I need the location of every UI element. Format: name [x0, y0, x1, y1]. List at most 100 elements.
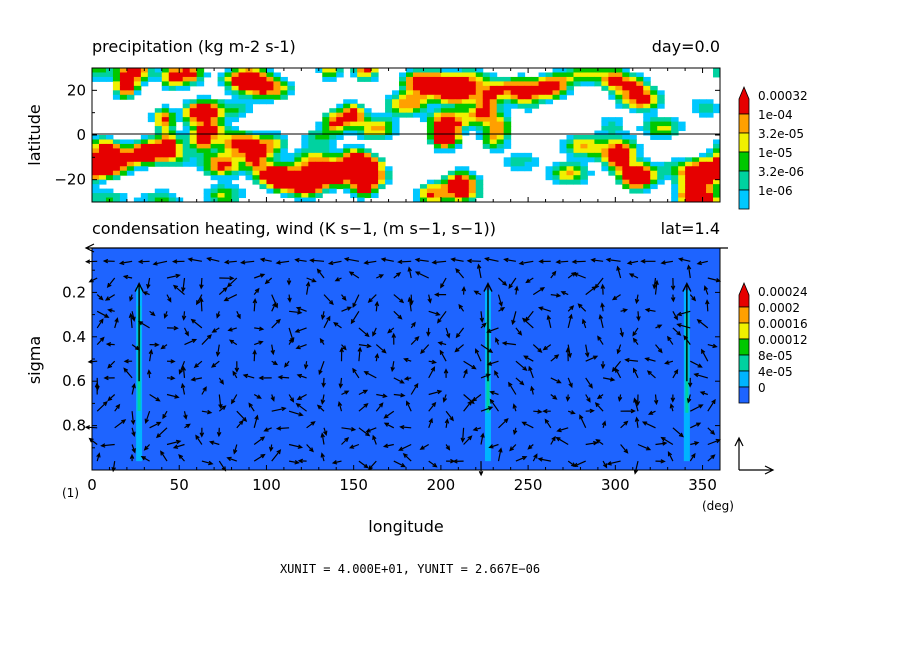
wind-arrow	[236, 410, 248, 422]
wind-arrow	[288, 394, 295, 403]
precip-cell	[168, 112, 177, 118]
heating-panel: condensation heating, wind (K s−1, (m s−…	[25, 219, 808, 536]
precip-cell	[203, 152, 212, 158]
precip-cell	[238, 76, 247, 82]
wind-arrow	[218, 377, 224, 385]
precip-cell	[475, 72, 484, 78]
precip-cell	[196, 143, 205, 149]
wind-arrow	[620, 408, 636, 414]
precip-cell	[573, 139, 581, 145]
precip-cell	[531, 161, 540, 167]
wind-arrow	[393, 377, 405, 384]
precip-cell	[364, 188, 372, 194]
precip-cell	[678, 157, 686, 163]
precip-cell	[364, 148, 372, 154]
precip-cell	[105, 152, 114, 158]
precip-cell	[329, 108, 337, 114]
precip-cell	[203, 99, 212, 105]
heating-ytick-label: 0.8	[62, 417, 86, 435]
precip-cell	[685, 197, 693, 203]
precip-cell	[671, 175, 679, 181]
precip-cell	[259, 81, 267, 87]
wind-arrow	[181, 311, 187, 321]
wind-arrow	[660, 260, 673, 265]
wind-arrow	[375, 402, 384, 412]
precip-cell	[161, 152, 170, 158]
wind-arrow	[596, 394, 604, 400]
precip-cell	[706, 103, 714, 109]
heating-colorbar-label: 0	[758, 381, 766, 395]
precip-cell	[252, 170, 260, 176]
precip-cell	[259, 99, 267, 105]
precip-cell	[252, 72, 260, 78]
precip-cell	[266, 157, 274, 163]
precip-cell	[196, 148, 205, 154]
precip-cell	[294, 148, 302, 154]
wind-arrow	[123, 367, 133, 379]
precip-cell	[273, 157, 281, 163]
precip-cell	[440, 130, 449, 136]
precip-cell	[238, 152, 247, 158]
precip-cell	[692, 108, 700, 114]
wind-arrow	[512, 403, 517, 412]
precip-colorbar-label: 1e-05	[758, 146, 793, 160]
precip-cell	[713, 143, 721, 149]
precip-cell	[301, 152, 309, 158]
precip-cell	[657, 117, 665, 123]
precip-cell	[161, 135, 170, 140]
precip-cell	[615, 179, 623, 185]
precip-cell	[371, 76, 379, 82]
wind-arrow	[439, 349, 447, 362]
precip-cell	[510, 90, 519, 96]
precip-cell	[189, 148, 198, 154]
precip-cell	[601, 81, 609, 87]
wind-arrow	[271, 449, 282, 462]
precip-cell	[615, 76, 623, 82]
precip-cell	[713, 108, 721, 114]
precip-cell	[245, 157, 253, 163]
wind-arrow	[111, 461, 116, 473]
precip-cell	[426, 117, 435, 123]
precip-cell	[154, 143, 163, 149]
precip-cell	[126, 139, 135, 145]
precip-cell	[580, 81, 588, 87]
wind-arrow	[143, 444, 151, 451]
precip-cell	[273, 179, 281, 185]
wind-arrow	[581, 318, 587, 329]
precip-cell	[210, 157, 219, 163]
precip-cell	[224, 148, 233, 154]
wind-arrow	[428, 366, 436, 379]
precip-cell	[168, 130, 177, 136]
wind-arrow	[431, 259, 447, 265]
precip-cell	[643, 161, 651, 167]
precip-cell	[440, 121, 449, 127]
precip-cell	[224, 184, 233, 190]
precip-cell	[468, 90, 477, 96]
precip-cell	[245, 94, 253, 100]
precip-cell	[378, 126, 386, 132]
precip-cell	[189, 121, 198, 127]
precip-cell	[489, 76, 498, 82]
precip-cell	[440, 72, 449, 78]
precip-cell	[489, 94, 498, 100]
wind-arrow	[193, 360, 203, 369]
wind-arrow	[288, 443, 304, 449]
precip-cell	[133, 197, 142, 203]
precip-cell	[182, 103, 191, 109]
wind-arrow	[252, 298, 258, 312]
precip-cell	[210, 99, 219, 105]
precip-cell	[357, 103, 365, 109]
precip-cell	[559, 72, 567, 78]
wind-arrow	[398, 443, 412, 451]
wind-arrow	[348, 271, 360, 279]
precip-cell	[231, 166, 240, 172]
precip-cell	[573, 135, 581, 140]
precip-cell	[552, 175, 561, 181]
precip-cell	[629, 99, 637, 105]
wind-arrow	[309, 258, 325, 263]
precip-cell	[371, 121, 379, 127]
precip-cell	[566, 152, 574, 158]
precip-cell	[357, 72, 365, 78]
precip-cell	[112, 143, 121, 149]
precip-cell	[231, 143, 240, 149]
